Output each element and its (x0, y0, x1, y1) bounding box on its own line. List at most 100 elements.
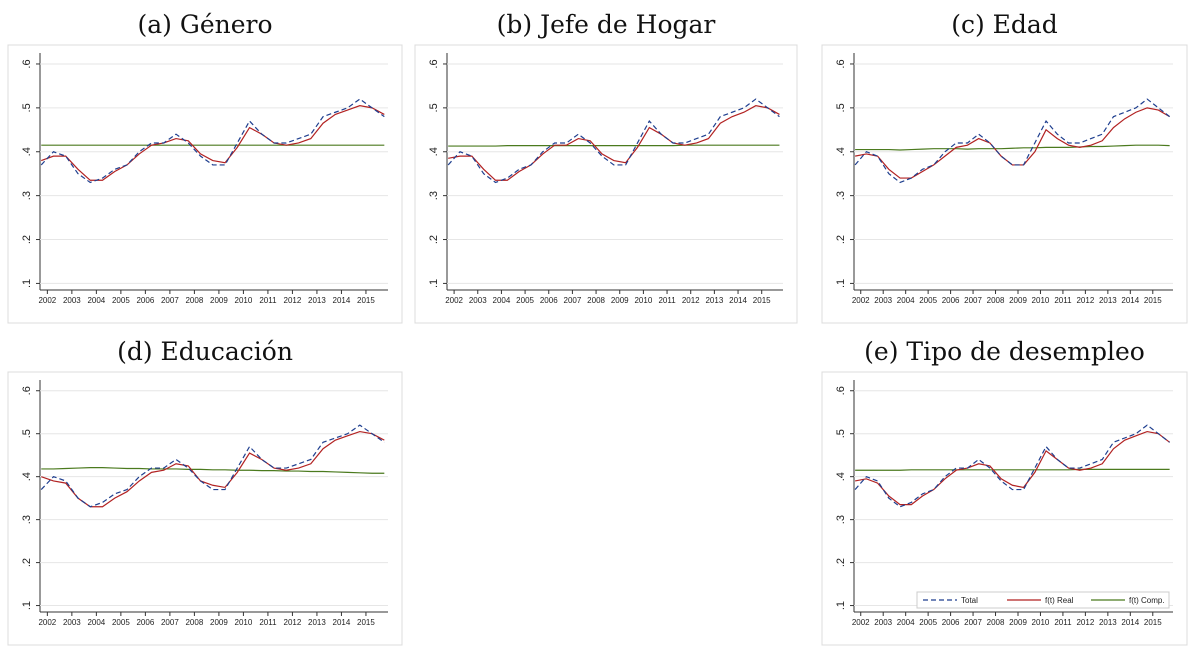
y-tick-label: .2 (835, 558, 847, 567)
y-tick-label: .4 (428, 147, 440, 156)
series-line (41, 467, 385, 474)
chart-title: (a) Género (137, 10, 272, 39)
x-tick-label: 2002 (38, 618, 56, 627)
chart-title: (e) Tipo de desempleo (864, 337, 1145, 366)
x-tick-label: 2009 (611, 296, 629, 305)
x-tick-label: 2006 (540, 296, 558, 305)
x-tick-label: 2014 (729, 296, 747, 305)
series-line (855, 430, 1170, 506)
x-tick-label: 2004 (87, 296, 105, 305)
x-tick-label: 2015 (357, 296, 375, 305)
x-tick-label: 2002 (852, 618, 870, 627)
legend-box (916, 591, 1170, 609)
y-tick-label: .4 (21, 472, 33, 481)
legend-label: f(t) Real (1045, 596, 1074, 605)
x-tick-label: 2014 (333, 618, 351, 627)
y-tick-label: .5 (428, 103, 440, 112)
series-line (40, 98, 385, 184)
x-tick-label: 2012 (682, 296, 700, 305)
x-tick-label: 2011 (1054, 618, 1072, 627)
y-tick-label: .1 (21, 279, 33, 288)
x-tick-label: 2008 (185, 296, 203, 305)
x-tick-label: 2013 (1099, 618, 1117, 627)
y-tick-label: .3 (835, 191, 847, 200)
y-tick-label: .6 (428, 59, 440, 68)
x-tick-label: 2005 (112, 618, 130, 627)
x-tick-label: 2011 (259, 618, 277, 627)
x-tick-label: 2007 (964, 618, 982, 627)
x-tick-label: 2009 (1009, 296, 1027, 305)
x-tick-label: 2005 (919, 618, 937, 627)
x-tick-label: 2007 (564, 296, 582, 305)
series-line (855, 144, 1170, 151)
y-tick-label: .2 (835, 235, 847, 244)
y-tick-label: .1 (21, 601, 33, 610)
y-tick-label: .3 (21, 191, 33, 200)
x-tick-label: 2011 (658, 296, 676, 305)
x-tick-label: 2007 (161, 296, 179, 305)
y-tick-label: .4 (835, 472, 847, 481)
y-tick-label: .6 (835, 59, 847, 68)
x-tick-label: 2010 (634, 296, 652, 305)
series-line (855, 107, 1170, 179)
x-tick-label: 2003 (469, 296, 487, 305)
x-tick-label: 2004 (897, 618, 915, 627)
x-tick-label: 2006 (136, 618, 154, 627)
x-tick-label: 2015 (1144, 618, 1162, 627)
series-line (855, 468, 1170, 471)
y-tick-label: .1 (428, 279, 440, 288)
y-tick-label: .5 (21, 103, 33, 112)
x-tick-label: 2015 (1144, 296, 1162, 305)
chart-title: (b) Jefe de Hogar (497, 10, 716, 39)
x-tick-label: 2009 (210, 618, 228, 627)
y-tick-label: .2 (21, 558, 33, 567)
y-tick-label: .1 (835, 279, 847, 288)
chart-frame (821, 44, 1188, 324)
series-line (447, 98, 780, 184)
y-tick-label: .5 (21, 429, 33, 438)
chart-frame (414, 44, 798, 324)
y-tick-label: .4 (835, 147, 847, 156)
x-tick-label: 2015 (753, 296, 771, 305)
y-tick-label: .6 (21, 59, 33, 68)
y-tick-label: .3 (21, 515, 33, 524)
series-line (854, 424, 1170, 508)
x-tick-label: 2010 (1032, 296, 1050, 305)
x-tick-label: 2005 (112, 296, 130, 305)
series-line (448, 144, 780, 147)
x-tick-label: 2014 (333, 296, 351, 305)
legend-label: f(t) Comp. (1129, 596, 1165, 605)
x-tick-label: 2003 (63, 296, 81, 305)
x-tick-label: 2003 (874, 296, 892, 305)
x-tick-label: 2011 (259, 296, 277, 305)
y-tick-label: .6 (835, 386, 847, 395)
x-tick-label: 2005 (919, 296, 937, 305)
x-tick-label: 2011 (1054, 296, 1072, 305)
x-tick-label: 2002 (852, 296, 870, 305)
x-tick-label: 2008 (587, 296, 605, 305)
x-tick-label: 2007 (964, 296, 982, 305)
x-tick-label: 2008 (987, 296, 1005, 305)
x-tick-label: 2014 (1121, 618, 1139, 627)
x-tick-label: 2007 (161, 618, 179, 627)
x-tick-label: 2010 (1032, 618, 1050, 627)
x-tick-label: 2013 (308, 296, 326, 305)
x-tick-label: 2012 (1076, 618, 1094, 627)
x-tick-label: 2010 (235, 618, 253, 627)
x-tick-label: 2012 (1076, 296, 1094, 305)
y-tick-label: .3 (835, 515, 847, 524)
x-tick-label: 2008 (987, 618, 1005, 627)
x-tick-label: 2010 (235, 296, 253, 305)
x-tick-label: 2013 (1099, 296, 1117, 305)
x-tick-label: 2015 (357, 618, 375, 627)
x-tick-label: 2006 (942, 618, 960, 627)
x-tick-label: 2002 (38, 296, 56, 305)
x-tick-label: 2004 (897, 296, 915, 305)
x-tick-label: 2009 (210, 296, 228, 305)
series-line (40, 424, 385, 508)
x-tick-label: 2012 (284, 296, 302, 305)
x-tick-label: 2008 (185, 618, 203, 627)
series-line (854, 98, 1170, 184)
